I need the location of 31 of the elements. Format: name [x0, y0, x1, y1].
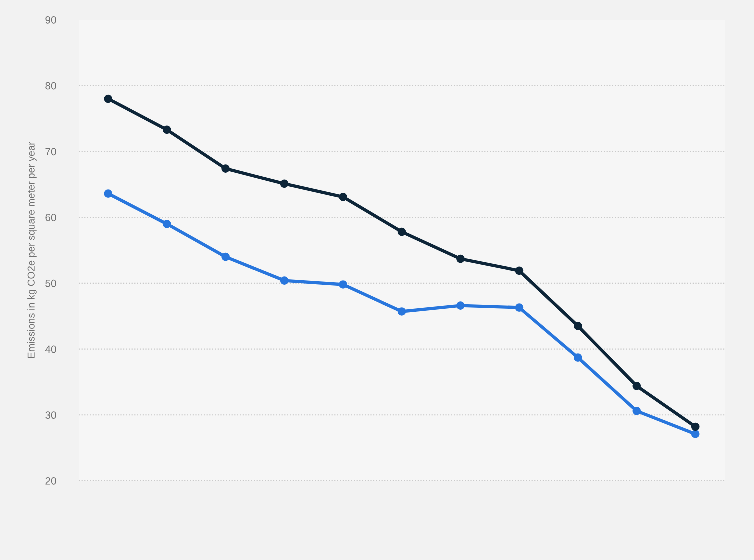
- y-tick-label: 20: [46, 477, 56, 485]
- y-tick-label: 50: [46, 280, 56, 288]
- point: [104, 190, 113, 198]
- point: [632, 382, 642, 390]
- point: [398, 228, 406, 236]
- y-tick-label: 80: [46, 82, 56, 90]
- y-tick-label: 30: [46, 412, 56, 420]
- point: [691, 422, 700, 432]
- point: [456, 254, 465, 264]
- point: [398, 308, 406, 316]
- point: [515, 304, 524, 312]
- point: [456, 302, 465, 310]
- point: [280, 276, 289, 285]
- y-tick-label: 40: [45, 346, 56, 354]
- y-axis-title: Emissions in kg CO2e per square meter per year: [28, 142, 37, 358]
- point: [222, 164, 230, 173]
- point: [222, 252, 230, 262]
- point: [632, 407, 642, 416]
- y-tick-label: 90: [46, 16, 56, 24]
- point: [691, 430, 700, 438]
- point: [162, 220, 172, 228]
- y-tick-label: 60: [46, 214, 56, 222]
- point: [339, 192, 348, 202]
- point: [339, 280, 348, 289]
- point: [515, 266, 524, 276]
- point: [574, 354, 582, 362]
- point: [574, 322, 582, 330]
- y-tick-label: 70: [46, 148, 56, 156]
- point: [280, 180, 289, 188]
- point: [104, 94, 113, 104]
- point: [162, 126, 172, 134]
